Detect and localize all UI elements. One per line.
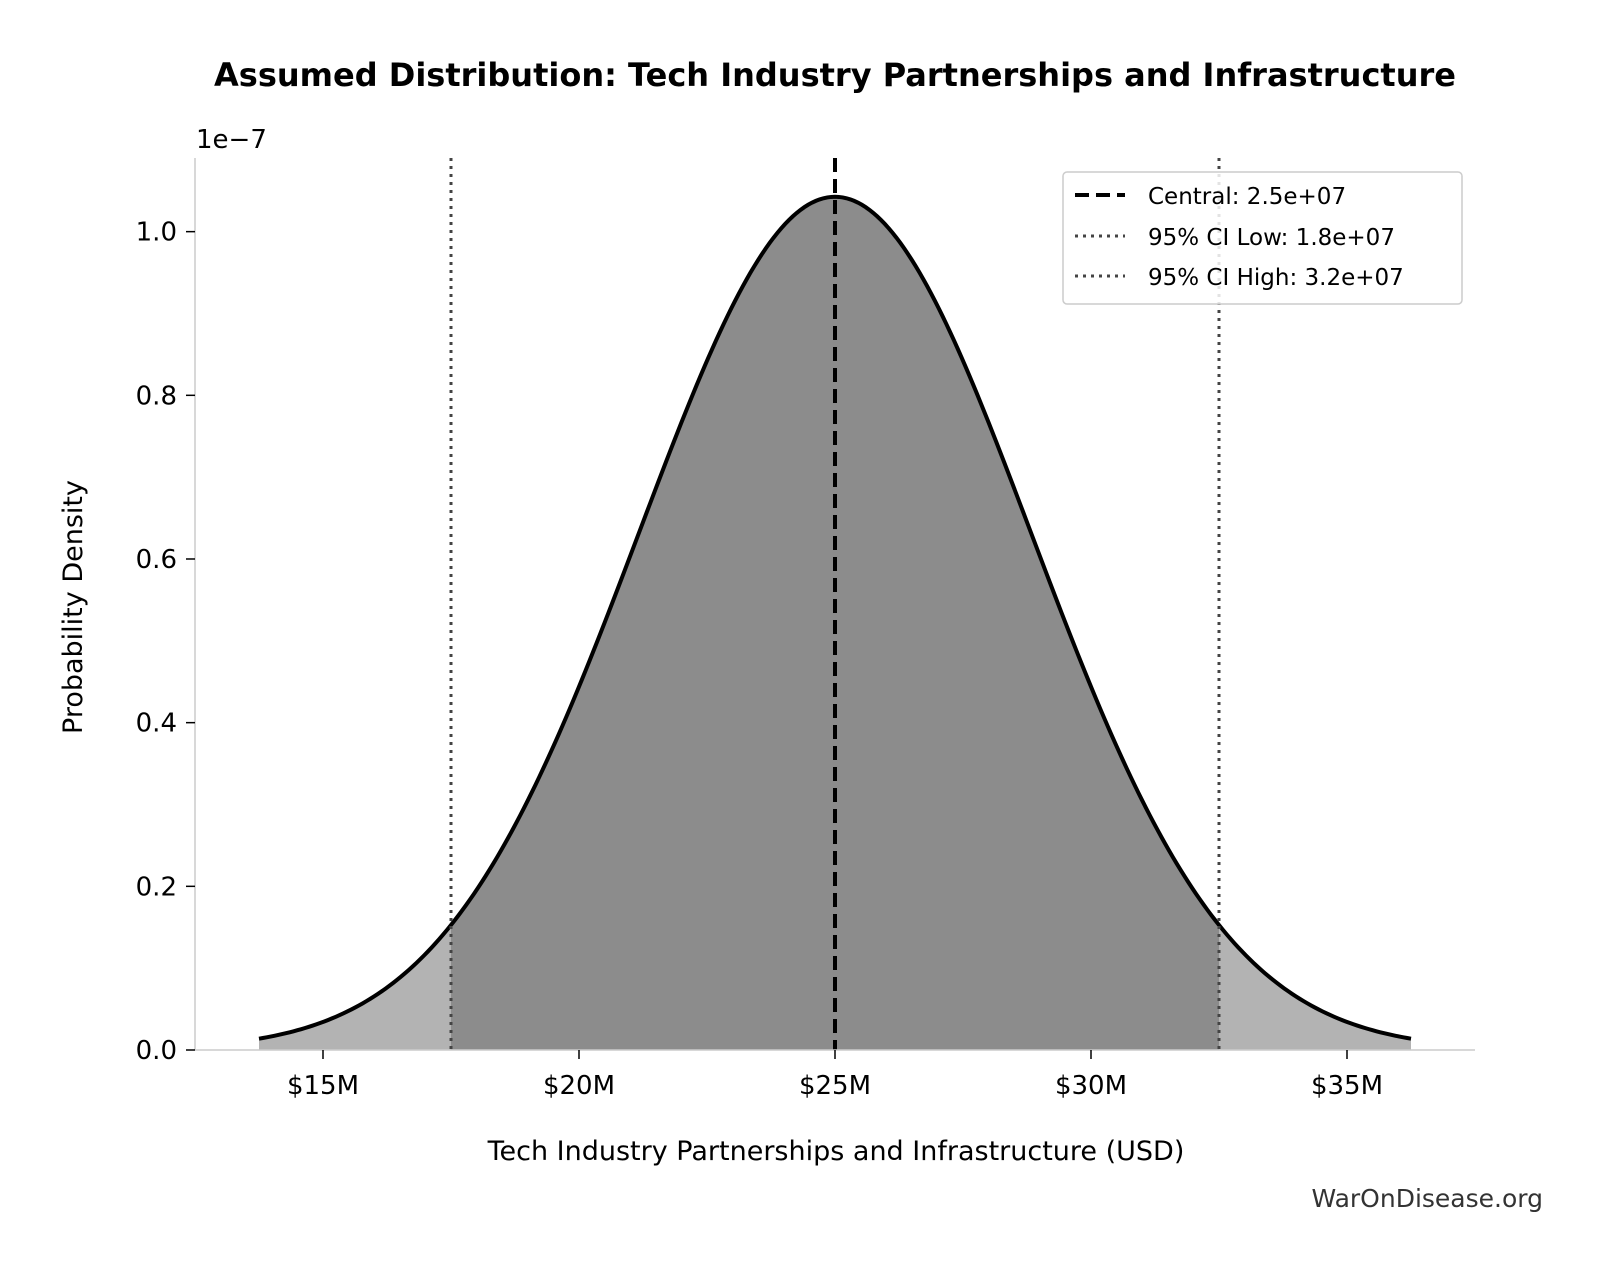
y-tick-label: 0.0	[136, 1036, 177, 1066]
tail-fill-left	[259, 925, 451, 1050]
y-tick-label: 0.8	[136, 381, 177, 411]
x-tick-label: $15M	[287, 1071, 359, 1101]
legend-label: 95% CI High: 3.2e+07	[1148, 265, 1404, 291]
x-tick-label: $30M	[1055, 1071, 1127, 1101]
legend-label: Central: 2.5e+07	[1148, 184, 1346, 210]
y-axis-label: Probability Density	[58, 480, 89, 734]
x-tick-label: $25M	[799, 1071, 871, 1101]
y-ticks: 0.0 0.2 0.4 0.6 0.8 1.0	[136, 218, 195, 1066]
x-axis-label: Tech Industry Partnerships and Infrastru…	[487, 1136, 1185, 1167]
chart-title: Assumed Distribution: Tech Industry Part…	[214, 56, 1456, 94]
legend-box	[1062, 171, 1463, 305]
y-tick-label: 0.6	[136, 545, 177, 575]
tail-fill-right	[1219, 925, 1411, 1050]
x-tick-label: $35M	[1311, 1071, 1383, 1101]
y-scale-label: 1e−7	[196, 125, 267, 155]
legend-label: 95% CI Low: 1.8e+07	[1148, 225, 1395, 251]
density-curve	[258, 194, 1412, 1041]
credit-text: WarOnDisease.org	[1311, 1184, 1543, 1213]
plot-area	[258, 158, 1412, 1051]
legend: Central: 2.5e+07 95% CI Low: 1.8e+07 95% C…	[1062, 171, 1463, 305]
x-tick-label: $20M	[543, 1071, 615, 1101]
x-ticks: $15M $20M $25M $30M $35M	[287, 1050, 1383, 1101]
y-tick-label: 0.4	[136, 709, 177, 739]
y-tick-label: 0.2	[136, 872, 177, 902]
y-tick-label: 1.0	[136, 218, 177, 248]
